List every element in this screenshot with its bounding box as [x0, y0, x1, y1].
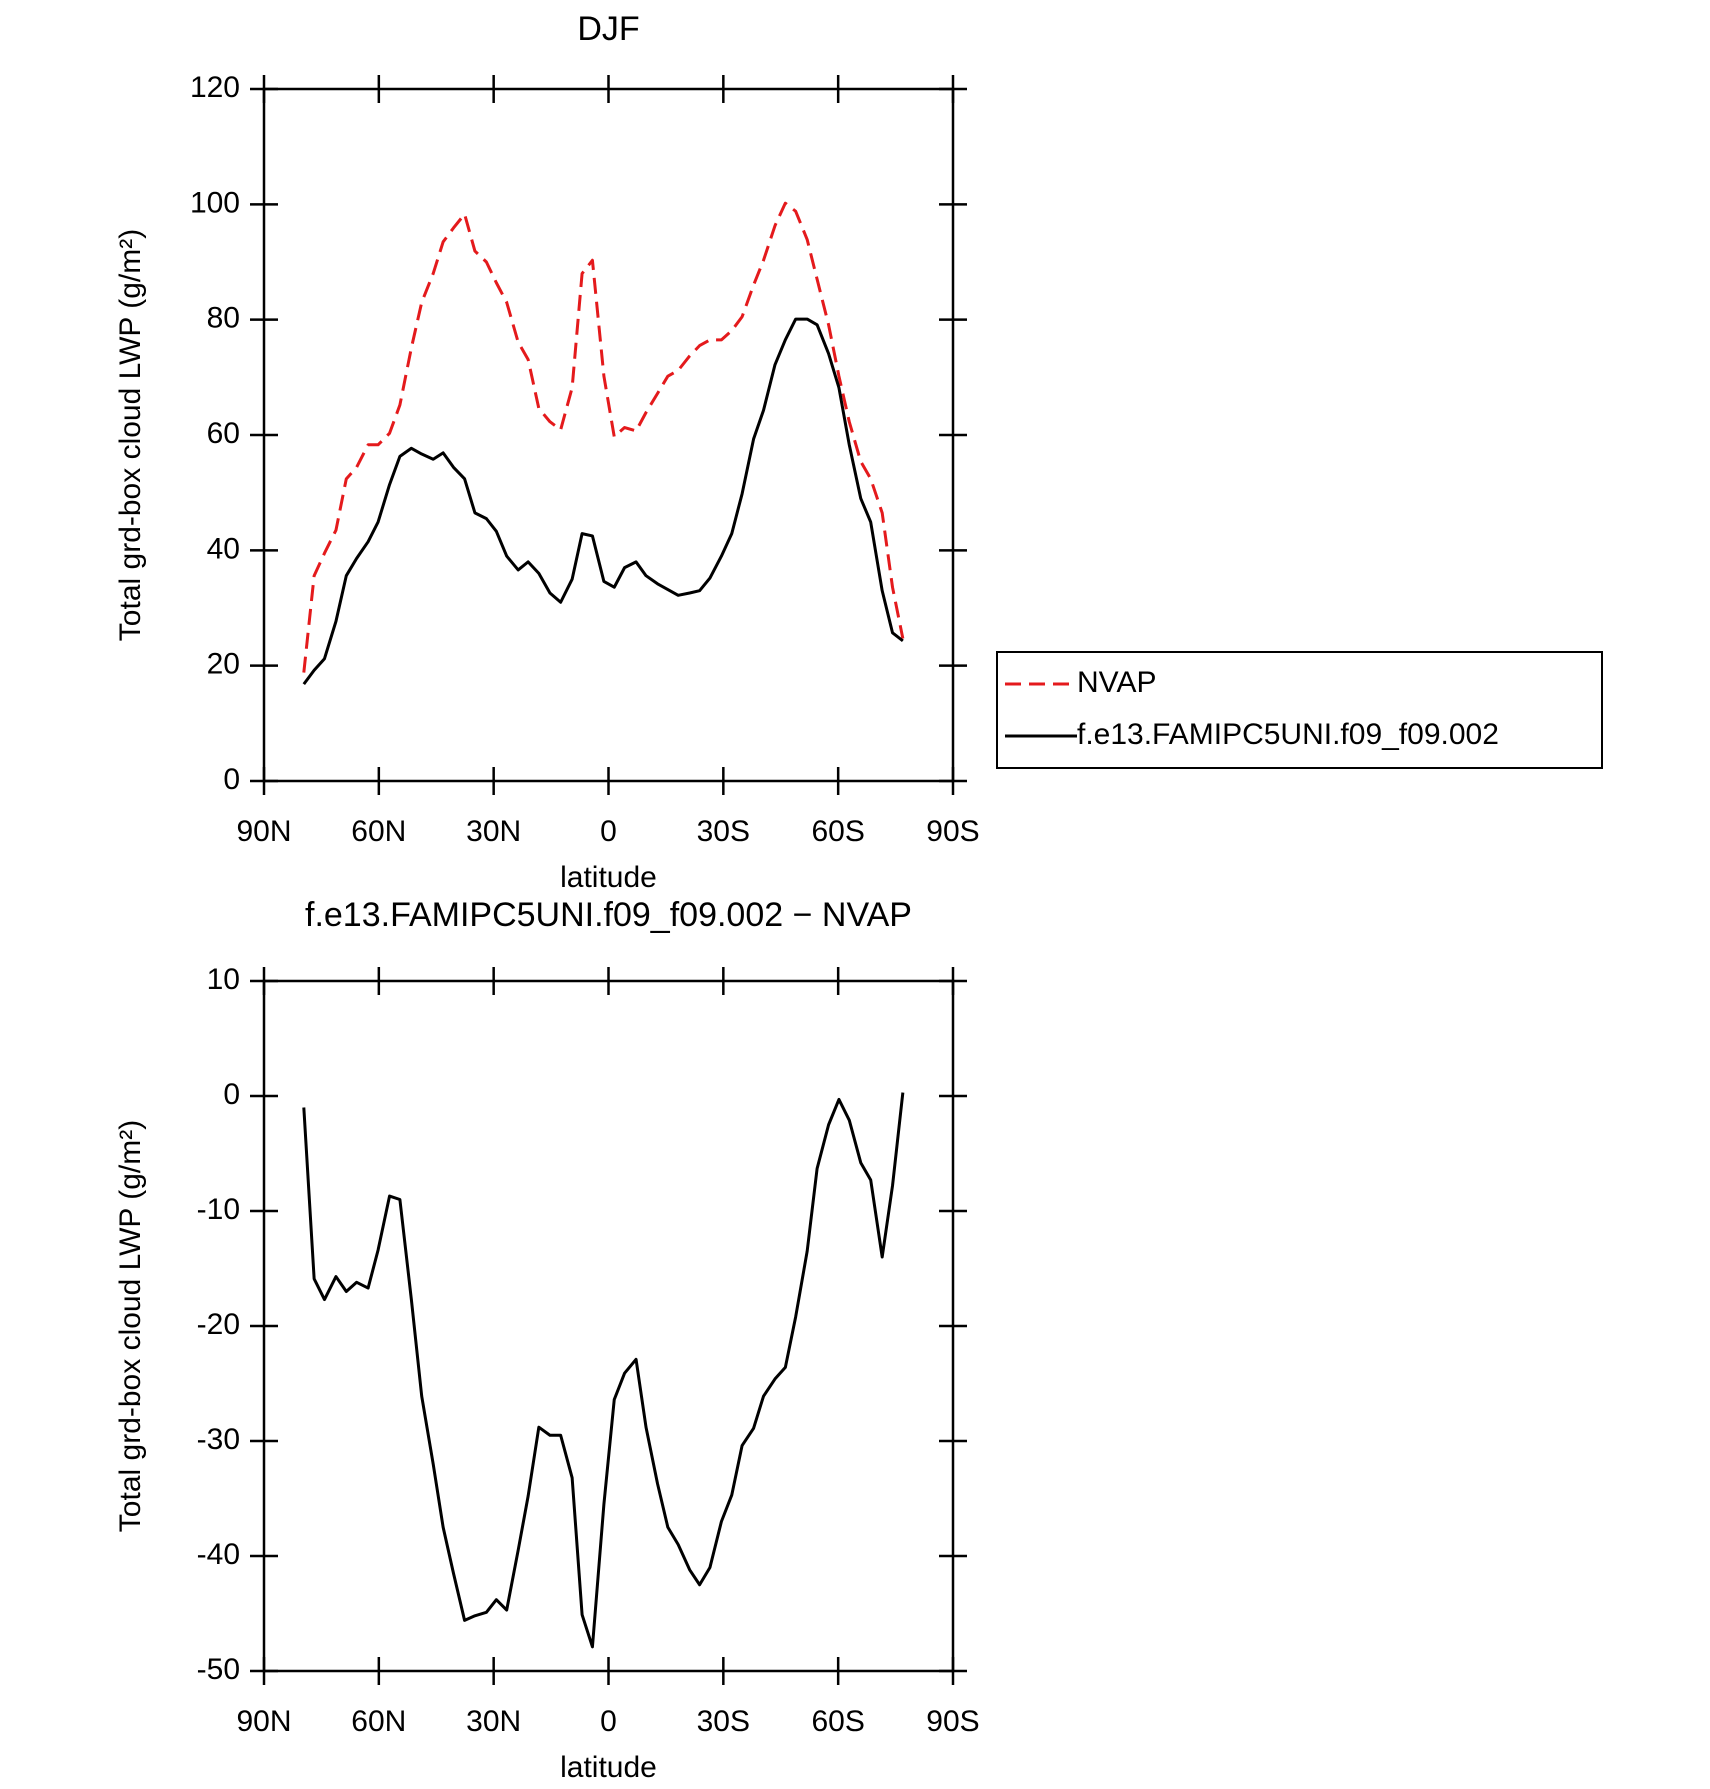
x-tick-label: 60N: [351, 815, 406, 848]
y-tick-label: -10: [197, 1193, 240, 1226]
x-axis-label: latitude: [560, 1751, 657, 1784]
y-tick-label: 100: [190, 186, 240, 219]
x-tick-label: 90N: [236, 1705, 291, 1738]
y-tick-label: 80: [207, 302, 240, 335]
chart-title: DJF: [577, 10, 639, 48]
data-line: [302, 201, 905, 673]
y-tick-label: 10: [207, 963, 240, 996]
x-tick-label: 30S: [697, 815, 750, 848]
data-line: [302, 317, 904, 686]
x-axis-label: latitude: [560, 861, 657, 894]
plot-frame: [262, 87, 955, 783]
y-tick-label: 20: [207, 648, 240, 681]
y-axis-label: Total grd-box cloud LWP (g/m²): [114, 229, 147, 641]
x-tick-label: 0: [600, 1705, 617, 1738]
legend-label: NVAP: [1077, 666, 1156, 699]
y-tick-label: 120: [190, 71, 240, 104]
x-tick-label: 0: [600, 815, 617, 848]
data-line: [302, 1092, 905, 1649]
legend-label: f.e13.FAMIPC5UNI.f09_f09.002: [1077, 718, 1499, 751]
x-tick-label: 60S: [811, 815, 864, 848]
chart-title: f.e13.FAMIPC5UNI.f09_f09.002 − NVAP: [305, 896, 912, 934]
y-tick-label: -30: [197, 1423, 240, 1456]
y-axis-label: Total grd-box cloud LWP (g/m²): [114, 1120, 147, 1532]
y-tick-label: -20: [197, 1308, 240, 1341]
x-tick-label: 30N: [466, 1705, 521, 1738]
y-tick-label: -50: [197, 1653, 240, 1686]
x-tick-label: 30N: [466, 815, 521, 848]
y-tick-label: 0: [223, 763, 240, 796]
y-tick-label: 40: [207, 532, 240, 565]
x-tick-label: 90S: [926, 815, 979, 848]
x-tick-label: 60S: [811, 1705, 864, 1738]
y-tick-label: 0: [223, 1078, 240, 1111]
plot-frame: [262, 979, 955, 1673]
x-tick-label: 60N: [351, 1705, 406, 1738]
x-tick-label: 30S: [697, 1705, 750, 1738]
x-tick-label: 90S: [926, 1705, 979, 1738]
y-tick-label: 60: [207, 417, 240, 450]
x-tick-label: 90N: [236, 815, 291, 848]
legend-box: [996, 651, 1603, 769]
y-tick-label: -40: [197, 1538, 240, 1571]
